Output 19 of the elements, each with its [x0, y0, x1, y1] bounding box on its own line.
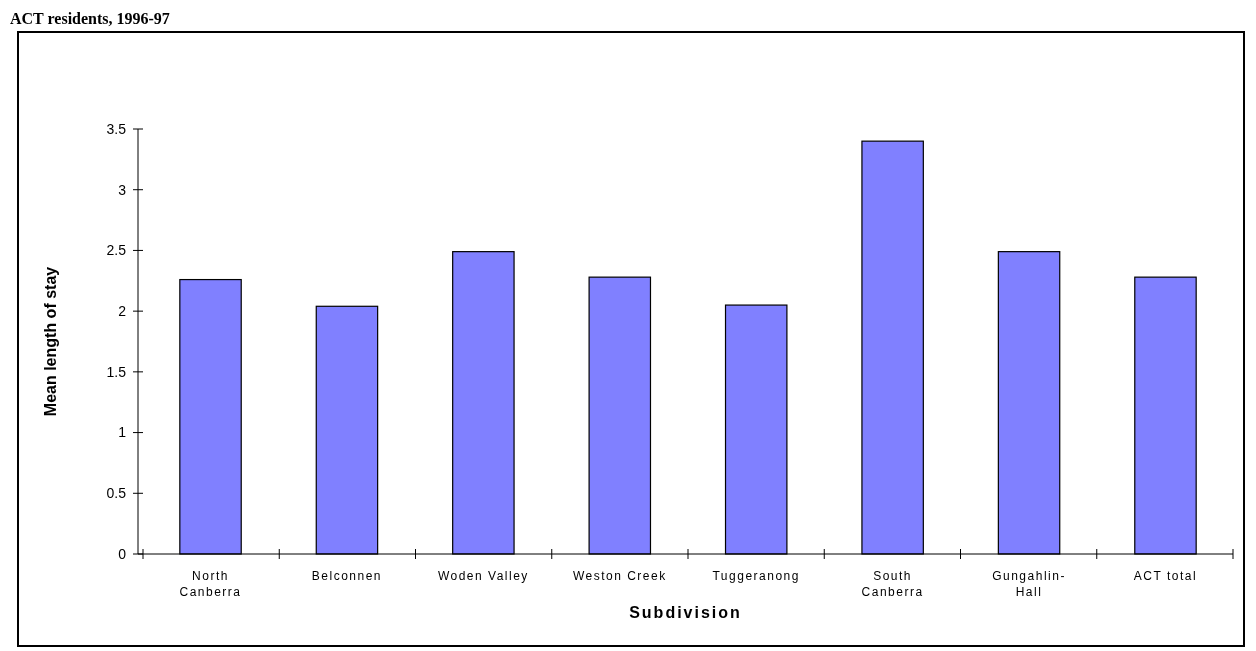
x-axis-title: Subdivision [629, 604, 742, 621]
x-tick-label: Weston Creek [572, 569, 667, 583]
y-tick-label: 2.5 [106, 242, 127, 259]
y-tick-label: 3 [118, 181, 127, 198]
x-tick-label: North Canberra [179, 569, 242, 599]
x-tick-label: Tuggeranong [712, 569, 800, 583]
x-tick-label: South Canberra [861, 569, 924, 599]
x-tick-label: Gungahlin-Hall [992, 569, 1066, 599]
x-tick-label: ACT total [1133, 569, 1198, 583]
y-tick-label: 3.5 [106, 120, 127, 137]
x-tick-label: Belconnen [311, 569, 383, 583]
x-tick-label: Woden Valley [437, 569, 529, 583]
y-axis-title: Mean length of stay [42, 266, 59, 417]
y-tick-label: 0 [118, 545, 127, 562]
chart-title: ACT residents, 1996-97 [10, 10, 170, 27]
y-tick-label: 1.5 [106, 363, 127, 380]
y-tick-label: 1 [118, 424, 127, 441]
y-tick-label: 0.5 [106, 485, 127, 502]
y-tick-label: 2 [118, 303, 127, 320]
